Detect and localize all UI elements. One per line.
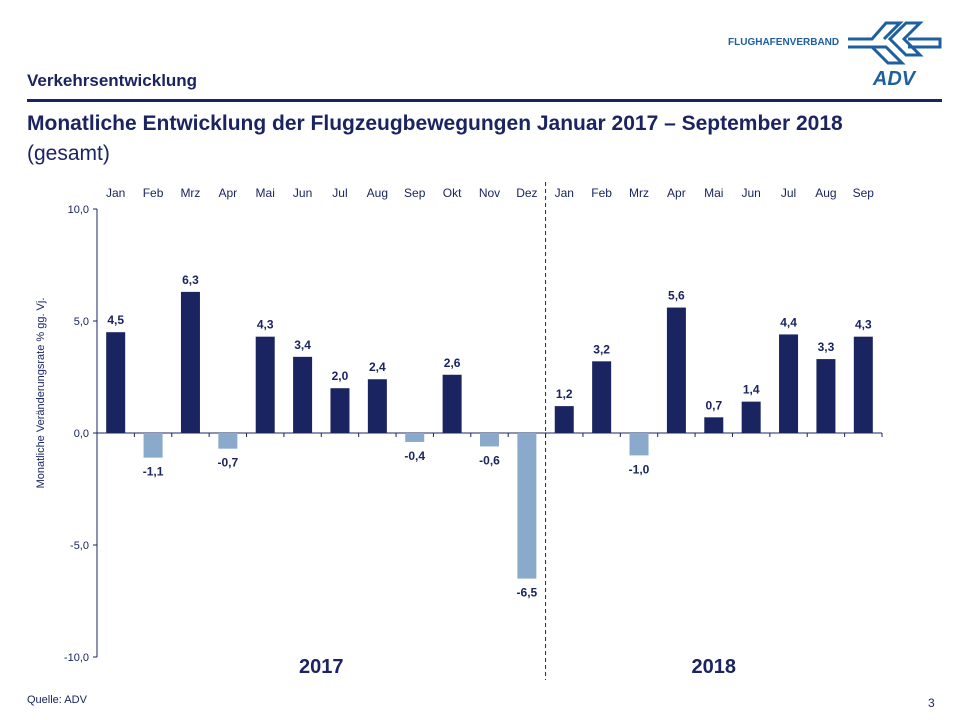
category-label: Apr [667,186,686,200]
data-label: 1,4 [743,383,760,397]
bar [255,336,275,433]
category-label: Mai [256,186,275,200]
page-title: Monatliche Entwicklung der Flugzeugbeweg… [27,112,843,135]
bar [554,406,574,433]
category-label: Mai [704,186,723,200]
year-label: 2018 [692,656,737,678]
y-tick-label: 0,0 [74,428,89,440]
bar [816,359,836,433]
y-axis-label: Monatliche Veränderungsrate % gg. Vj. [35,298,47,489]
data-label: 2,4 [369,360,386,374]
y-tick-label: -10,0 [64,652,89,664]
y-tick-label: -5,0 [70,540,89,552]
logo-text: FLUGHAFENVERBAND [728,37,840,48]
category-label: Sep [853,186,875,200]
category-label: Mrz [180,186,200,200]
page-subtitle: (gesamt) [27,142,110,165]
data-label: 4,3 [855,318,872,332]
bar [666,307,686,433]
y-tick-label: 10,0 [68,204,89,216]
bar [330,388,350,433]
data-label: 3,4 [294,338,311,352]
bar [143,433,163,458]
y-tick-label: 5,0 [74,316,89,328]
data-label: -0,6 [479,453,500,467]
category-label: Nov [479,186,500,200]
category-label: Okt [443,186,462,200]
category-label: Feb [591,186,612,200]
bar [741,401,761,433]
data-label: 3,2 [593,342,610,356]
data-label: -0,4 [404,449,425,463]
category-label: Dez [516,186,537,200]
category-label: Apr [218,186,237,200]
bar [218,433,238,449]
bar [779,334,799,433]
data-label: 5,6 [668,289,685,303]
data-label: 4,3 [257,318,274,332]
header-rule [27,99,942,102]
category-label: Sep [404,186,426,200]
bar [367,379,387,433]
data-label: 3,3 [818,340,835,354]
data-label: 0,7 [705,398,722,412]
bar [517,433,537,579]
bar [704,417,724,433]
category-label: Jun [741,186,760,200]
data-label: 2,0 [332,369,349,383]
bar [106,332,126,433]
bar [180,291,200,433]
category-label: Jul [332,186,347,200]
data-label: 6,3 [182,273,199,287]
bar [442,374,462,433]
category-label: Aug [367,186,388,200]
bar [480,433,499,447]
data-label: -1,0 [629,462,650,476]
category-label: Jun [293,186,312,200]
category-label: Feb [143,186,164,200]
bar [629,433,649,456]
data-label: 4,4 [780,315,797,329]
data-label: -1,1 [143,465,164,479]
data-label: 1,2 [556,387,573,401]
category-label: Jan [555,186,574,200]
page-number: 3 [928,696,935,710]
bar [592,361,612,433]
section-title: Verkehrsentwicklung [27,71,198,90]
source-note: Quelle: ADV [27,694,87,706]
category-label: Jul [781,186,796,200]
data-label: 2,6 [444,356,461,370]
category-label: Jan [106,186,125,200]
category-label: Aug [815,186,836,200]
data-label: -0,7 [217,456,238,470]
bar [405,433,425,442]
bar [853,336,873,433]
data-label: 4,5 [107,313,124,327]
data-label: -6,5 [517,586,538,600]
bar [293,356,313,433]
year-label: 2017 [299,656,344,678]
adv-logo: ADV [848,21,942,89]
logo-mark: ADV [872,68,917,89]
category-label: Mrz [629,186,649,200]
